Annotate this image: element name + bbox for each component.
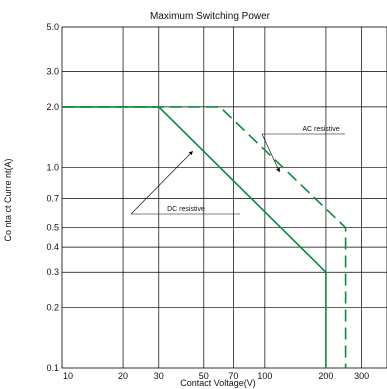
annotation-arrow bbox=[261, 133, 280, 173]
dc-resistive-line bbox=[62, 106, 327, 368]
x-tick-label: 10 bbox=[63, 371, 73, 381]
y-tick-label: 0.3 bbox=[46, 267, 59, 277]
annotation-label: AC resistive bbox=[302, 126, 339, 133]
x-tick-label: 300 bbox=[354, 371, 369, 381]
y-tick-label: 5.0 bbox=[46, 22, 59, 32]
annotation-label: DC resistive bbox=[167, 206, 205, 213]
y-tick-label: 0.7 bbox=[46, 193, 59, 203]
x-tick-label: 70 bbox=[228, 371, 238, 381]
y-tick-label: 0.2 bbox=[46, 303, 59, 313]
x-tick-label: 30 bbox=[154, 371, 164, 381]
series-layer bbox=[62, 106, 347, 368]
chart-title: Maximum Switching Power bbox=[150, 11, 271, 22]
x-tick-label: 100 bbox=[257, 371, 272, 381]
y-tick-label: 0.4 bbox=[46, 242, 59, 252]
y-tick-label: 1.0 bbox=[46, 162, 59, 172]
ac-resistive-line bbox=[62, 106, 347, 368]
grid bbox=[62, 27, 387, 368]
x-axis-label: Contact Voltage(V) bbox=[180, 378, 256, 388]
y-tick-label: 0.1 bbox=[46, 363, 59, 373]
x-tick-label: 50 bbox=[199, 371, 209, 381]
annotations-layer: AC resistive DC resistive bbox=[130, 126, 345, 215]
y-tick-labels: 0.1 0.2 0.3 0.4 0.5 0.7 1.0 2.0 3.0 5.0 bbox=[46, 22, 59, 373]
y-axis-label: Co nta ct Curre nt(A) bbox=[3, 158, 13, 241]
y-tick-label: 0.5 bbox=[46, 223, 59, 233]
x-tick-label: 20 bbox=[118, 371, 128, 381]
x-tick-label: 200 bbox=[318, 371, 333, 381]
annotation-arrow bbox=[130, 150, 193, 215]
y-tick-label: 2.0 bbox=[46, 102, 59, 112]
plot-frame bbox=[61, 26, 387, 369]
y-tick-label: 3.0 bbox=[46, 67, 59, 77]
x-tick-labels: 10 20 30 50 70 100 200 300 bbox=[63, 371, 369, 381]
